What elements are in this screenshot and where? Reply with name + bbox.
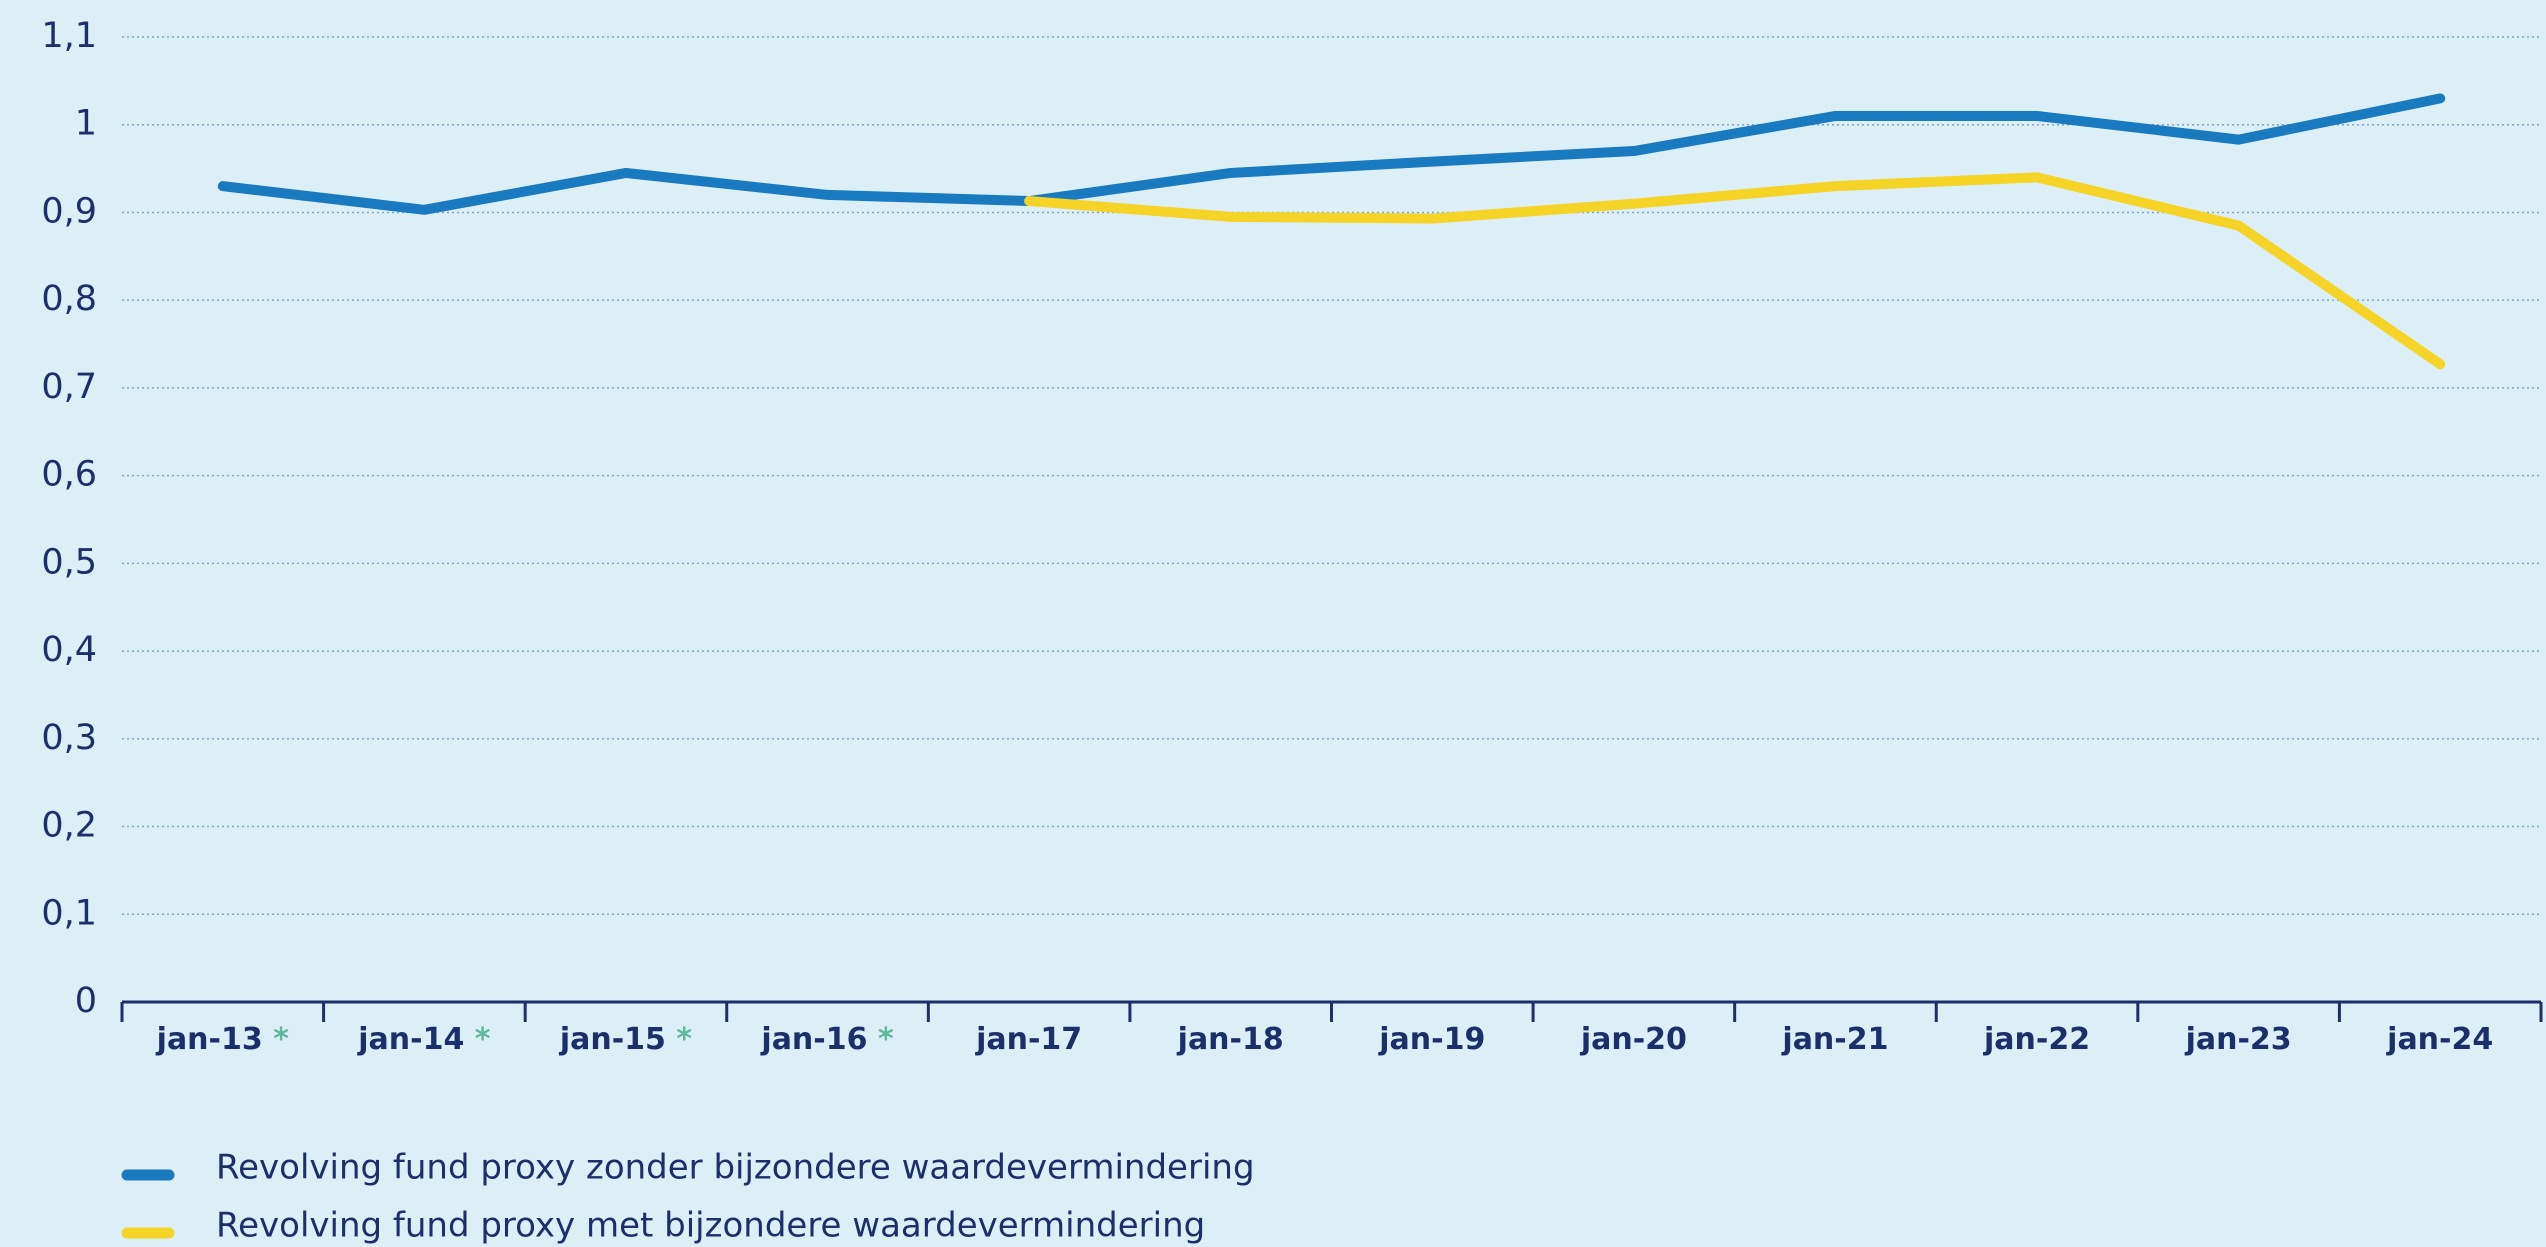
y-tick-label: 0,5 [41,542,97,582]
category-label: jan-22 [1983,1022,2090,1057]
category-label: jan-20 [1580,1022,1687,1057]
x-tick-label: jan-17 [975,1022,1082,1057]
x-tick-label: jan-15 * [559,1022,693,1057]
category-label: jan-16 [760,1022,867,1057]
x-tick-label: jan-14 * [357,1022,491,1057]
y-tick-label: 0,7 [41,367,97,407]
y-tick-label: 0,6 [41,455,97,495]
y-tick-label: 1,1 [41,16,97,56]
x-tick-label: jan-24 [2386,1022,2493,1057]
x-tick-label: jan-23 [2185,1022,2292,1057]
category-label: jan-15 [559,1022,666,1057]
category-label: jan-14 [357,1022,464,1057]
x-tick-label: jan-21 [1781,1022,1888,1057]
x-tick-label: jan-16 * [760,1022,894,1057]
y-tick-label: 0,1 [41,893,97,933]
category-label: jan-19 [1378,1022,1485,1057]
y-tick-label: 0,3 [41,718,97,758]
y-tick-label: 0,4 [41,630,97,670]
category-label: jan-18 [1177,1022,1284,1057]
x-tick-label: jan-19 [1378,1022,1485,1057]
y-tick-label: 1 [75,104,97,144]
series-line [217,93,2446,215]
footnote-mark: * [676,1022,692,1057]
footnote-mark: * [475,1022,491,1057]
x-tick-label: jan-20 [1580,1022,1687,1057]
footnote-mark: * [878,1022,894,1057]
category-label: jan-23 [2185,1022,2292,1057]
y-tick-label: 0,8 [41,279,97,319]
x-tick-label: jan-18 [1177,1022,1284,1057]
legend-label: Revolving fund proxy zonder bijzondere w… [216,1148,1255,1188]
x-tick-label: jan-13 * [156,1022,290,1057]
y-tick-label: 0 [75,981,97,1021]
category-label: jan-21 [1781,1022,1888,1057]
y-tick-label: 0,9 [41,191,97,231]
legend-label: Revolving fund proxy met bijzondere waar… [216,1206,1205,1246]
footnote-mark: * [273,1022,289,1057]
y-tick-label: 0,2 [41,806,97,846]
category-label: jan-17 [975,1022,1082,1057]
x-tick-label: jan-22 [1983,1022,2090,1057]
series-line [1024,172,2446,370]
category-label: jan-24 [2386,1022,2493,1057]
category-label: jan-13 [156,1022,263,1057]
